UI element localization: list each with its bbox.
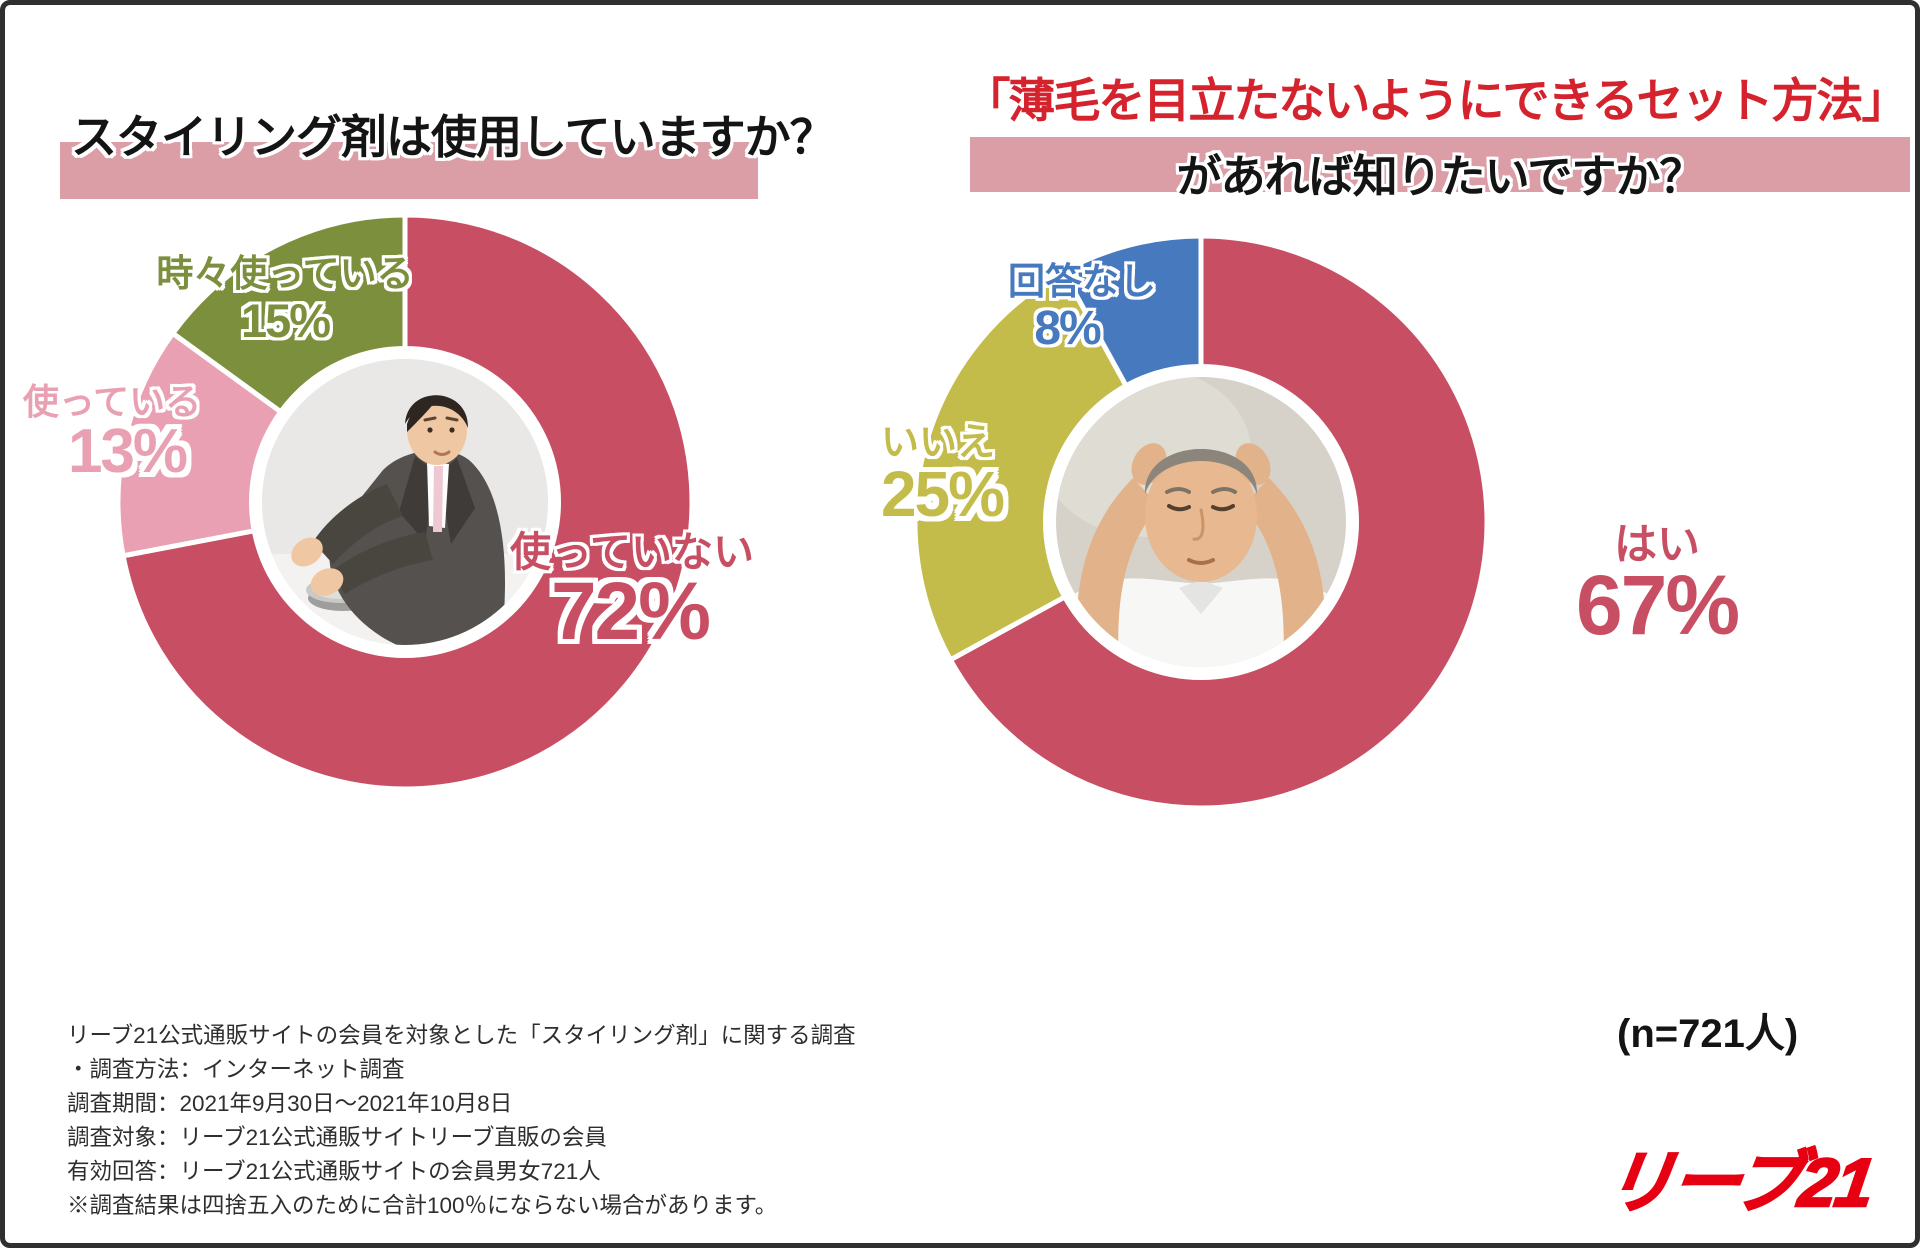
slice-pct-use: 13% xyxy=(67,417,188,486)
survey-note-line: 有効回答：リーブ21公式通販サイトの会員男女721人 xyxy=(67,1159,601,1184)
survey-note-line: ※調査結果は四捨五入のために合計100％にならない場合があります。 xyxy=(67,1193,778,1218)
slice-pct-no: 25% xyxy=(880,458,1005,530)
brand-logo-reve21: リーブ21 xyxy=(1599,1144,1878,1223)
photo-man-hands-on-head-art xyxy=(1056,377,1346,667)
slice-pct-not-use: 72% xyxy=(550,566,711,657)
survey-note-line: ・調査方法：インターネット調査 xyxy=(67,1057,405,1082)
right-title-band xyxy=(970,137,1910,192)
slice-pct-no-answer: 8% xyxy=(1034,302,1101,355)
slice-label-not-use: 使っていない xyxy=(510,529,754,575)
slice-pct-sometimes-use: 15% xyxy=(240,294,331,347)
photo-man-hands-on-head xyxy=(1056,377,1346,667)
survey-note-line: 調査対象：リーブ21公式通販サイトリーブ直販の会員 xyxy=(67,1125,607,1150)
photo-man-refusing-art xyxy=(262,359,548,645)
survey-notes: リーブ21公式通販サイトの会員を対象とした「スタイリング剤」に関する調査 ・調査… xyxy=(67,1019,856,1223)
left-chart-title: スタイリング剤は使用していますか？ xyxy=(71,111,836,163)
right-chart-title-line1: 「薄毛を目立たないようにできるセット方法」 xyxy=(963,74,1908,127)
slice-label-yes: はい xyxy=(1614,521,1700,569)
slice-label-use: 使っている xyxy=(22,381,202,422)
sample-size-note: (n=721人) xyxy=(1617,1012,1799,1056)
left-title-band xyxy=(60,142,758,199)
survey-note-line: リーブ21公式通販サイトの会員を対象とした「スタイリング剤」に関する調査 xyxy=(67,1023,856,1048)
pie-slice xyxy=(912,268,1204,663)
slice-pct-yes: 67% xyxy=(1575,558,1740,652)
slice-label-no: いいえ xyxy=(880,422,996,464)
survey-note-line: 調査期間：2021年9月30日～2021年10月8日 xyxy=(67,1091,513,1116)
photo-man-refusing xyxy=(262,359,548,645)
right-chart-title-line2: があれば知りたいですか？ xyxy=(1176,151,1705,202)
slice-label-no-answer: 回答なし xyxy=(1008,261,1156,302)
slice-label-sometimes-use: 時々使っている xyxy=(156,253,414,294)
